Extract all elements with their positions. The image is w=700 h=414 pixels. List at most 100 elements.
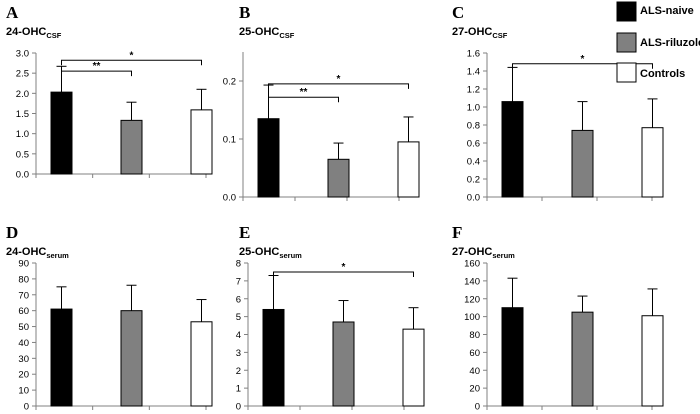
bar-als-naive (50, 308, 73, 407)
y-tick-label: 90 (18, 259, 29, 270)
y-tick-label: 10 (18, 386, 29, 397)
chart-panel-f: F 27-OHCserum 0 20 40 60 80 100 120 140 160 (452, 223, 664, 413)
y-tick-label: 3.0 (16, 49, 29, 60)
panel-title: 25-OHCCSF (239, 26, 295, 40)
y-tick-label: 40 (18, 338, 29, 349)
legend-swatch-als-naive (616, 1, 637, 22)
y-tick-label: 0.2 (467, 175, 480, 186)
y-tick-label: 60 (469, 348, 480, 359)
y-tick-label: 0.4 (467, 157, 480, 168)
y-tick-label: 0 (24, 402, 29, 413)
panel-letter: B (239, 3, 250, 22)
bar-controls (397, 141, 420, 198)
significance-label: ** (93, 61, 101, 72)
y-tick-label: 80 (18, 274, 29, 285)
panel-title: 27-OHCserum (452, 246, 515, 260)
y-tick-label: 160 (464, 259, 480, 270)
significance-bracket (512, 63, 653, 69)
legend: ALS-naive ALS-riluzole Controls (616, 1, 700, 83)
bar-als-riluzole (327, 158, 350, 198)
bar-controls (190, 321, 213, 407)
y-tick-label: 2.5 (16, 69, 29, 80)
panel-title: 25-OHCserum (239, 246, 302, 260)
y-tick-label: 60 (18, 306, 29, 317)
y-tick-label: 30 (18, 354, 29, 365)
chart-panel-d: D 24-OHCserum 0 10 20 30 40 50 60 70 80 90 (6, 223, 213, 413)
y-tick-label: 6 (236, 294, 241, 305)
bar-als-riluzole (120, 119, 143, 175)
y-tick-label: 70 (18, 290, 29, 301)
bar-controls (190, 109, 213, 175)
panel-title-subscript: CSF (46, 31, 61, 40)
panel-title-subscript: serum (492, 251, 515, 260)
y-tick-label: 2.0 (16, 89, 29, 100)
panel-title-subscript: CSF (279, 31, 294, 40)
bar-als-riluzole (120, 310, 143, 407)
panel-title-subscript: serum (279, 251, 302, 260)
y-tick-label: 7 (236, 276, 241, 287)
legend-label-als-riluzole: ALS-riluzole (640, 37, 700, 49)
chart-panel-e: E 25-OHCserum 0 1 2 3 4 5 6 7 8 * (236, 223, 425, 413)
y-tick-label: 3 (236, 348, 241, 359)
y-tick-label: 0.8 (467, 121, 480, 132)
y-tick-label: 100 (464, 312, 480, 323)
y-tick-label: 2 (236, 366, 241, 377)
y-tick-label: 20 (18, 370, 29, 381)
y-tick-label: 50 (18, 322, 29, 333)
bar-als-naive (257, 118, 280, 198)
y-tick-label: 0.1 (223, 135, 236, 146)
legend-swatch-controls (616, 62, 637, 83)
y-tick-label: 0 (236, 402, 241, 413)
y-tick-label: 1.6 (467, 49, 480, 60)
y-tick-label: 140 (464, 276, 480, 287)
panel-title: 27-OHCCSF (452, 26, 508, 40)
bar-als-riluzole (571, 129, 594, 198)
y-tick-label: 1.0 (16, 129, 29, 140)
y-tick-label: 80 (469, 330, 480, 341)
chart-panel-c: C 27-OHCCSF 0.0 0.2 0.4 0.6 0.8 1.0 1.2 1.4 1.6 * (452, 3, 664, 204)
significance-label: * (337, 74, 341, 85)
panel-title: 24-OHCCSF (6, 26, 62, 40)
significance-bracket (268, 83, 409, 89)
bar-als-naive (262, 308, 285, 407)
panel-letter: A (6, 3, 19, 22)
panel-title-subscript: CSF (492, 31, 507, 40)
significance-bracket (61, 59, 202, 66)
significance-bracket (273, 271, 414, 277)
panel-title: 24-OHCserum (6, 246, 69, 260)
bar-controls (402, 328, 425, 407)
y-tick-label: 1.2 (467, 85, 480, 96)
y-tick-label: 5 (236, 312, 241, 323)
significance-label: * (130, 50, 134, 61)
legend-swatch-als-riluzole (616, 32, 637, 53)
bar-als-riluzole (571, 311, 594, 407)
y-tick-label: 40 (469, 366, 480, 377)
significance-bracket (61, 70, 132, 77)
bar-controls (641, 127, 664, 198)
panel-letter: D (6, 223, 18, 242)
y-tick-label: 120 (464, 294, 480, 305)
bar-als-naive (501, 307, 524, 407)
legend-label-als-naive: ALS-naive (640, 5, 694, 17)
y-tick-label: 1.0 (467, 103, 480, 114)
y-tick-label: 0.6 (467, 139, 480, 150)
y-tick-label: 1 (236, 384, 241, 395)
significance-label: ** (300, 87, 308, 98)
bar-als-naive (50, 91, 73, 175)
bar-controls (641, 315, 664, 407)
panel-letter: C (452, 3, 464, 22)
y-tick-label: 0.0 (16, 170, 29, 181)
y-tick-label: 0.0 (467, 193, 480, 204)
y-tick-label: 0.2 (223, 77, 236, 88)
chart-panels: A24-OHCCSF0.00.51.01.52.02.53.0***B25-OH… (6, 3, 664, 413)
panel-title-subscript: serum (46, 251, 69, 260)
y-tick-label: 8 (236, 259, 241, 270)
legend-label-controls: Controls (640, 68, 685, 80)
bar-als-naive (501, 101, 524, 198)
significance-bracket (268, 96, 339, 103)
panel-letter: E (239, 223, 250, 242)
y-tick-label: 0 (475, 402, 480, 413)
